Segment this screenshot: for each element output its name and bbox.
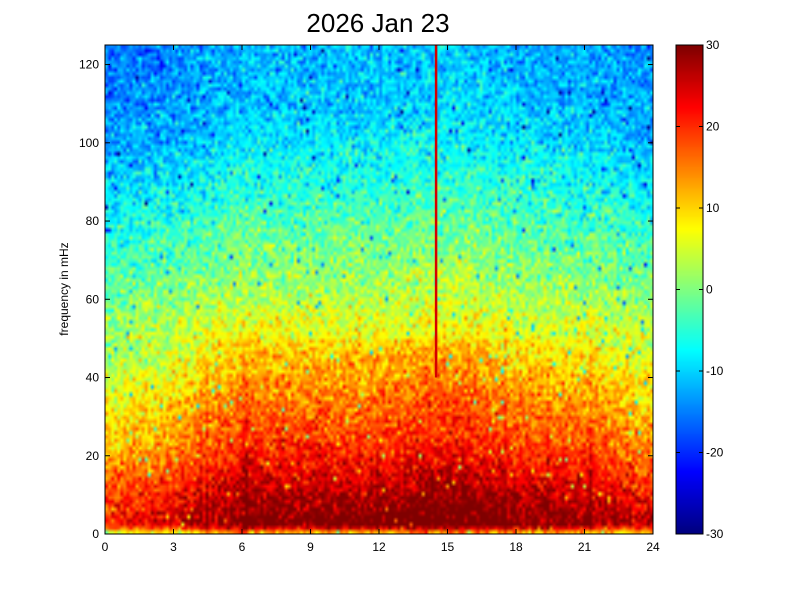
colorbar-tick-label--20: -20 [706,446,724,460]
x-tick-label-9: 9 [307,540,314,554]
x-tick-label-0: 0 [102,540,109,554]
colorbar-ticks: -30 -20 -10 0 10 20 30 [676,38,724,541]
y-tick-label-0: 0 [92,527,99,541]
y-axis: 0 20 40 60 80 100 120 [79,58,653,541]
y-tick-label-20: 20 [86,449,100,463]
colorbar-tick-label-30: 30 [706,38,720,52]
colorbar-tick-label--30: -30 [706,527,724,541]
colorbar-tick-label-20: 20 [706,120,720,134]
x-tick-label-12: 12 [372,540,386,554]
x-axis: 0 3 6 9 12 15 18 21 24 [102,45,660,554]
x-tick-label-24: 24 [646,540,660,554]
spectrogram-heatmap [105,45,653,534]
y-tick-label-100: 100 [79,136,99,150]
colorbar-tick-label--10: -10 [706,364,724,378]
x-tick-label-21: 21 [578,540,592,554]
colorbar: -30 -20 -10 0 10 20 30 [675,38,724,541]
x-tick-label-3: 3 [170,540,177,554]
y-tick-label-40: 40 [86,371,100,385]
x-tick-label-15: 15 [441,540,455,554]
colorbar-tick-label-10: 10 [706,201,720,215]
x-tick-label-18: 18 [509,540,523,554]
chart-title: 2026 Jan 23 [306,8,449,38]
y-tick-label-80: 80 [86,214,100,228]
colorbar-gradient [676,45,703,534]
x-tick-label-6: 6 [239,540,246,554]
spectrogram-plot [104,44,654,535]
y-tick-label-60: 60 [86,292,100,306]
colorbar-tick-label-0: 0 [706,283,713,297]
y-tick-label-120: 120 [79,58,99,72]
y-axis-label: frequency in mHz [57,242,71,335]
